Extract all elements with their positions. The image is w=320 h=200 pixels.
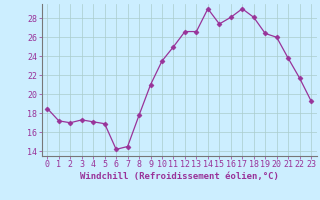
X-axis label: Windchill (Refroidissement éolien,°C): Windchill (Refroidissement éolien,°C) xyxy=(80,172,279,181)
